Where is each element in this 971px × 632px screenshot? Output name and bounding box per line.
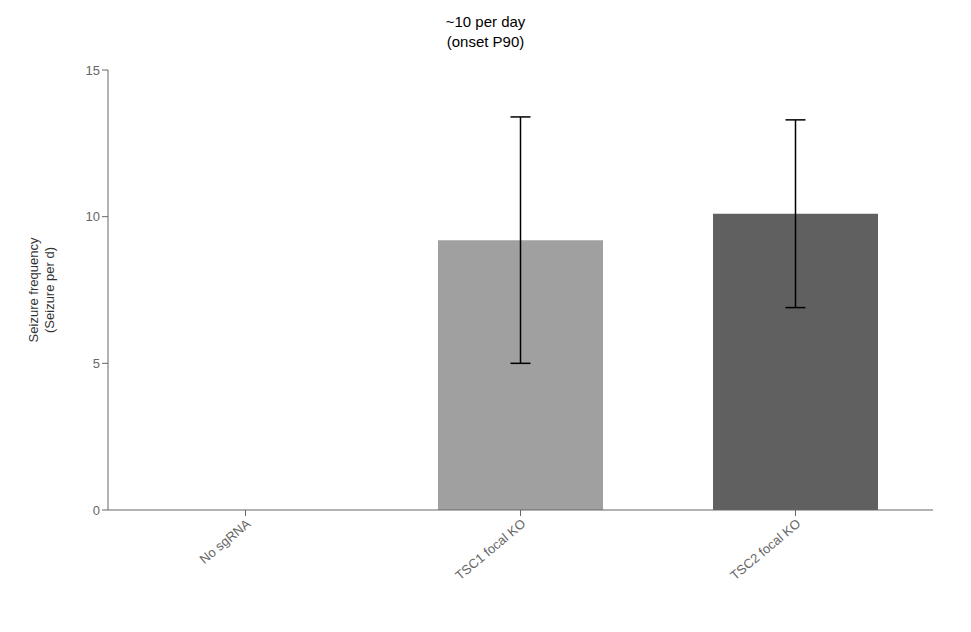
svg-text:0: 0	[93, 503, 100, 518]
svg-text:10: 10	[86, 209, 100, 224]
html-text:(onset P90): (onset P90)	[446, 33, 525, 50]
html-text:~10 per day: ~10 per day	[445, 13, 526, 30]
svg-text:No sgRNA: No sgRNA	[197, 516, 254, 567]
svg-text:TSC2 focal KO: TSC2 focal KO	[727, 516, 803, 583]
svg-text:TSC1 focal KO: TSC1 focal KO	[452, 516, 528, 583]
svg-text:15: 15	[86, 63, 100, 78]
svg-text:Seizure frequency(Seizure per: Seizure frequency(Seizure per d)	[26, 237, 57, 342]
svg-text:5: 5	[93, 356, 100, 371]
